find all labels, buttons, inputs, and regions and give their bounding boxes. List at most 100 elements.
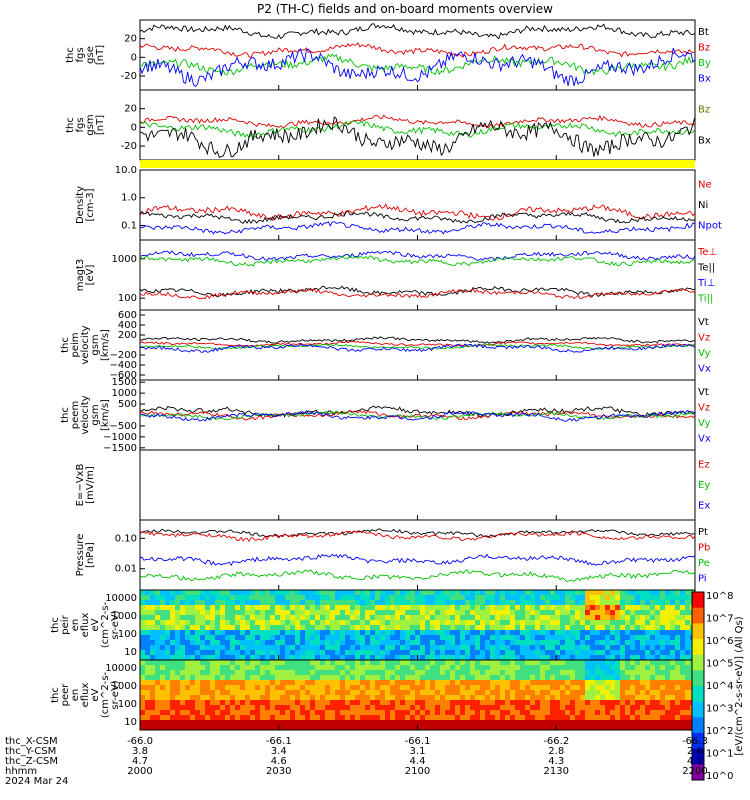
heat-cell [510, 655, 516, 661]
heat-cell [390, 710, 396, 716]
heat-cell [245, 635, 251, 641]
heat-cell [360, 605, 366, 611]
heat-cell [655, 610, 661, 616]
heat-cell [610, 610, 616, 616]
heat-cell [375, 630, 381, 636]
heat-cell [235, 685, 241, 691]
heat-cell [300, 665, 306, 671]
heat-cell [630, 645, 636, 651]
heat-cell [515, 615, 521, 621]
heat-cell [160, 675, 166, 681]
heat-cell [575, 705, 581, 711]
heat-cell [175, 725, 181, 731]
heat-cell [160, 705, 166, 711]
heat-cell [415, 700, 421, 706]
heat-cell [360, 660, 366, 666]
heat-cell [535, 665, 541, 671]
heat-cell [220, 660, 226, 666]
heat-cell [600, 590, 606, 596]
heat-cell [280, 685, 286, 691]
heat-cell [295, 720, 301, 726]
heat-cell [450, 660, 456, 666]
heat-cell [330, 605, 336, 611]
heat-cell [685, 720, 691, 726]
heat-cell [320, 640, 326, 646]
heat-cell [320, 615, 326, 621]
heat-cell [320, 610, 326, 616]
heat-cell [235, 600, 241, 606]
heat-cell [390, 610, 396, 616]
heat-cell [165, 695, 171, 701]
heat-cell [335, 710, 341, 716]
heat-cell [235, 645, 241, 651]
heat-cell [330, 610, 336, 616]
heat-cell [395, 625, 401, 631]
heat-cell [670, 710, 676, 716]
legend-ey: Ey [698, 480, 710, 491]
heat-cell [200, 705, 206, 711]
heat-cell [530, 720, 536, 726]
heat-cell [620, 590, 626, 596]
heat-cell [425, 690, 431, 696]
heat-cell [195, 670, 201, 676]
heat-cell [635, 595, 641, 601]
heat-cell [535, 640, 541, 646]
heat-cell [545, 615, 551, 621]
heat-cell [570, 725, 576, 731]
heat-cell [315, 705, 321, 711]
heat-cell [445, 645, 451, 651]
heat-cell [195, 660, 201, 666]
heat-cell [405, 695, 411, 701]
heat-cell [565, 645, 571, 651]
heat-cell [615, 710, 621, 716]
heat-cell [475, 695, 481, 701]
heat-cell [255, 635, 261, 641]
heat-cell [650, 590, 656, 596]
heat-cell [415, 625, 421, 631]
heat-cell [560, 670, 566, 676]
heat-cell [155, 700, 161, 706]
heat-cell [500, 595, 506, 601]
heat-cell [385, 700, 391, 706]
heat-cell [265, 725, 271, 731]
heat-cell [445, 615, 451, 621]
heat-cell [355, 595, 361, 601]
heat-cell [560, 655, 566, 661]
heat-cell [600, 715, 606, 721]
ylabel-line: Density [75, 186, 86, 224]
heat-cell [375, 715, 381, 721]
heat-cell [385, 685, 391, 691]
heat-cell [375, 670, 381, 676]
heat-cell [225, 640, 231, 646]
heat-cell [145, 635, 151, 641]
heat-cell [425, 725, 431, 731]
heat-cell [415, 605, 421, 611]
heat-cell [640, 655, 646, 661]
heat-cell [565, 725, 571, 731]
heat-cell [555, 655, 561, 661]
heat-cell [285, 625, 291, 631]
heat-cell [240, 590, 246, 596]
heat-cell [390, 720, 396, 726]
heat-cell [475, 600, 481, 606]
heat-cell [540, 630, 546, 636]
heat-cell [330, 680, 336, 686]
heat-cell [485, 650, 491, 656]
heat-cell [385, 670, 391, 676]
heat-cell [195, 700, 201, 706]
heat-cell [235, 595, 241, 601]
heat-cell [340, 700, 346, 706]
heat-cell [275, 655, 281, 661]
heat-cell [615, 640, 621, 646]
heat-cell [150, 670, 156, 676]
heat-cell [640, 630, 646, 636]
heat-cell [295, 625, 301, 631]
panel-peer_spec: thc peer en eflux eV (cm^2-s-sr-eV)1000010001… [50, 659, 696, 731]
heat-cell [350, 590, 356, 596]
heat-cell [485, 705, 491, 711]
heat-cell [630, 610, 636, 616]
heat-cell [350, 630, 356, 636]
heat-cell [470, 595, 476, 601]
heat-cell [175, 655, 181, 661]
